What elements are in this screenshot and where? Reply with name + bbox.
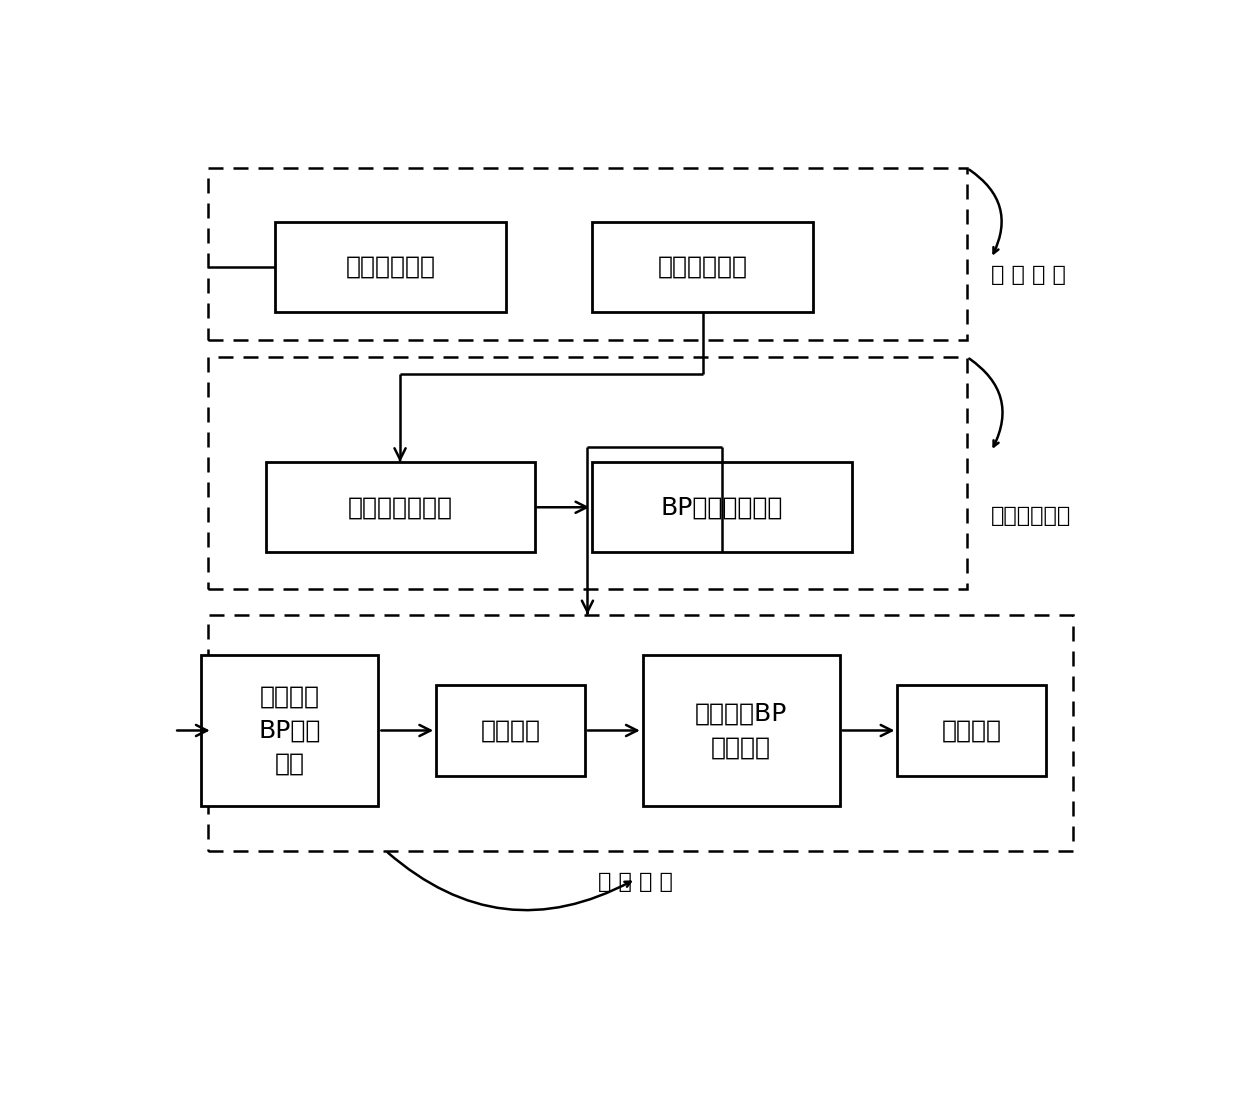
Bar [593,463,852,552]
Bar [898,686,1047,776]
Bar [208,614,1073,851]
Text: 离线数据处理: 离线数据处理 [991,506,1071,526]
Bar [593,222,813,312]
Bar [265,463,534,552]
Bar [208,357,967,589]
Bar [436,686,585,776]
Text: 在 线 预 测: 在 线 预 测 [598,872,673,892]
Text: 车速特征: 车速特征 [481,718,541,743]
Bar [201,656,378,806]
Text: 行车能耗BP
神经网络: 行车能耗BP 神经网络 [696,701,787,759]
Text: 历史工况数据: 历史工况数据 [657,255,748,279]
Text: 数 据 采 集: 数 据 采 集 [991,265,1066,285]
Text: BP神经网络训练: BP神经网络训练 [661,495,784,520]
Bar [208,168,967,340]
Bar [275,222,506,312]
Bar [642,656,839,806]
Text: 实时工况信息: 实时工况信息 [346,255,435,279]
Text: 车速特征
BP神经
网络: 车速特征 BP神经 网络 [258,685,321,776]
Text: 样本数据集构建: 样本数据集构建 [347,495,453,520]
Text: 行车能耗: 行车能耗 [942,718,1002,743]
